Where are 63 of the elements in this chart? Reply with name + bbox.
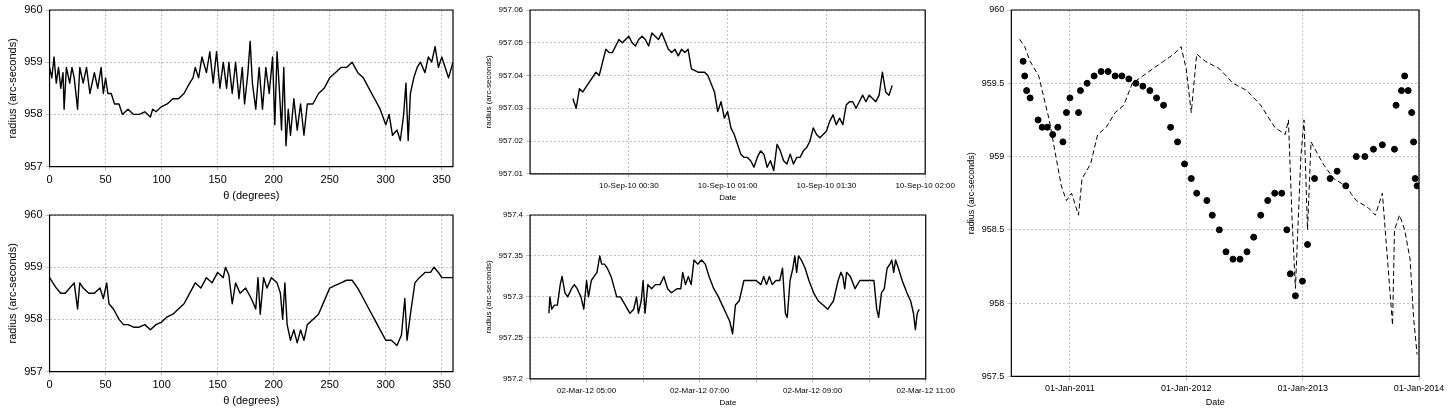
- y-tick-label: 960: [24, 208, 43, 221]
- y-tick-label: 957.01: [498, 169, 524, 178]
- x-tick-label: 0: [46, 378, 53, 391]
- x-tick-label: 02-Mar-12 07:00: [670, 385, 730, 395]
- x-tick-label: 350: [432, 378, 451, 391]
- x-tick-label: 02-Mar-12 09:00: [783, 385, 843, 395]
- y-axis-title: radius (arc-seconds): [484, 55, 493, 129]
- y-axis-title: radius (arc-seconds): [965, 152, 976, 235]
- y-tick-label: 957.35: [498, 251, 524, 261]
- x-tick-label: 10-Sep-10 02:00: [895, 180, 956, 190]
- y-tick-label: 957.02: [498, 136, 524, 146]
- x-tick-label: 50: [99, 173, 112, 186]
- y-tick-label: 960: [24, 3, 43, 16]
- x-tick-label: 250: [320, 173, 339, 186]
- x-tick-label: 02-Mar-12 11:00: [896, 385, 956, 395]
- x-tick-label: 01-Jan-2011: [1044, 383, 1095, 394]
- x-axis-title: Date: [719, 398, 737, 408]
- y-axis-title: radius (arc-seconds): [5, 38, 18, 139]
- y-tick-label: 957.3: [503, 292, 524, 302]
- x-tick-label: 200: [264, 378, 283, 391]
- x-tick-label: 300: [376, 173, 395, 186]
- y-tick-label: 959: [24, 260, 43, 273]
- y-tick-label: 959: [989, 151, 1005, 162]
- x-tick-label: 0: [46, 173, 53, 186]
- x-tick-label: 150: [208, 173, 227, 186]
- y-axis-title: radius (arc-seconds): [484, 260, 493, 334]
- x-tick-label: 150: [208, 378, 227, 391]
- y-tick-label: 958: [24, 312, 43, 325]
- x-tick-label: 300: [376, 378, 395, 391]
- x-axis-title: Date: [1205, 397, 1225, 408]
- y-tick-label: 959: [24, 55, 43, 68]
- x-axis-title: θ (degrees): [223, 394, 280, 407]
- y-tick-label: 957: [24, 364, 43, 377]
- x-tick-label: 100: [152, 378, 171, 391]
- y-tick-label: 957.2: [503, 374, 524, 383]
- x-tick-label: 50: [99, 378, 112, 391]
- x-tick-label: 200: [264, 173, 283, 186]
- x-tick-label: 01-Jan-2014: [1393, 383, 1445, 394]
- x-tick-label: 01-Jan-2012: [1160, 383, 1212, 394]
- x-axis-title: θ (degrees): [223, 189, 280, 202]
- y-tick-label: 957.25: [498, 333, 524, 343]
- y-tick-label: 957.4: [503, 210, 524, 220]
- x-tick-label: 350: [432, 173, 451, 186]
- y-tick-label: 958: [989, 297, 1005, 308]
- y-tick-label: 957: [24, 159, 43, 172]
- y-tick-label: 958: [24, 107, 43, 120]
- y-tick-label: 958.5: [981, 224, 1005, 235]
- y-tick-label: 957.04: [498, 70, 524, 80]
- y-tick-label: 957.06: [498, 5, 524, 15]
- y-tick-label: 957.03: [498, 103, 524, 113]
- x-axis-title: Date: [719, 193, 737, 203]
- y-tick-label: 957.05: [498, 37, 524, 47]
- x-tick-label: 100: [152, 173, 171, 186]
- y-tick-label: 959.5: [981, 77, 1005, 88]
- x-tick-label: 01-Jan-2013: [1277, 383, 1329, 394]
- x-tick-label: 10-Sep-10 01:00: [697, 180, 758, 190]
- x-tick-label: 10-Sep-10 00:30: [599, 180, 660, 190]
- x-tick-label: 02-Mar-12 05:00: [557, 385, 617, 395]
- y-tick-label: 960: [989, 4, 1005, 15]
- x-tick-label: 250: [320, 378, 339, 391]
- x-tick-label: 10-Sep-10 01:30: [796, 180, 857, 190]
- y-axis-title: radius (arc-seconds): [5, 243, 18, 344]
- y-tick-label: 957.5: [981, 370, 1005, 381]
